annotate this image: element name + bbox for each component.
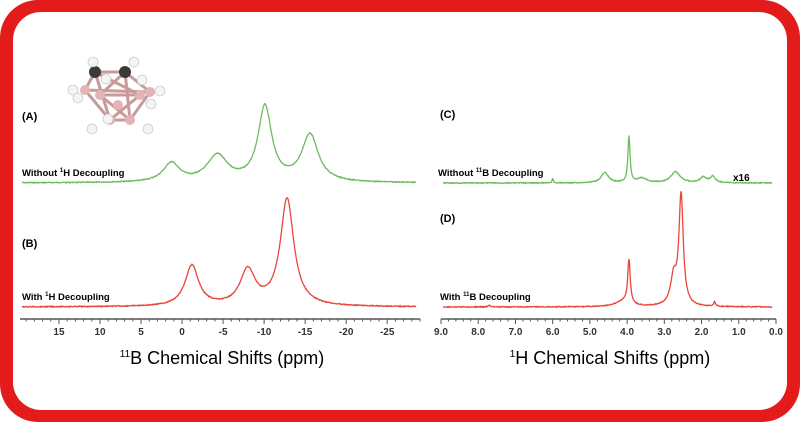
- x-tick-label: -20: [339, 327, 354, 338]
- hydrogen-atom: [87, 56, 99, 68]
- x-tick-label: 2.0: [695, 327, 709, 338]
- panel-label-c: (C): [440, 109, 456, 121]
- hydrogen-atom: [102, 113, 114, 125]
- frame-inner: [13, 12, 787, 410]
- x-tick-label: 3.0: [657, 327, 671, 338]
- x-tick-label: 0.0: [769, 327, 783, 338]
- boron-atom: [95, 90, 105, 100]
- boron-atom: [113, 100, 123, 110]
- spectrum-c: [442, 135, 773, 185]
- hydrogen-atom: [154, 85, 166, 97]
- hydrogen-atom: [100, 73, 112, 85]
- boron-atom: [135, 90, 145, 100]
- spectrum-b: [21, 197, 417, 309]
- x-tick-label: -25: [380, 327, 395, 338]
- hydrogen-atom: [72, 92, 84, 104]
- scale-factor-label: x16: [733, 173, 750, 184]
- bond: [123, 71, 132, 121]
- hydrogen-atom: [145, 98, 157, 110]
- hydrogen-atom: [67, 84, 79, 96]
- x-tick-label: 8.0: [471, 327, 485, 338]
- bond: [128, 91, 152, 121]
- hydrogen-atom: [86, 123, 98, 135]
- spectrum-a: [22, 102, 417, 185]
- panel-left: 15 10 5 0 -5 -10 -15 -20 -25: [20, 102, 421, 338]
- carbon-atom: [119, 66, 131, 78]
- x-tick-label: 10: [94, 327, 106, 338]
- boron-atom: [125, 115, 135, 125]
- x-axis-title-left: 11B Chemical Shifts (ppm): [120, 348, 324, 368]
- hydrogen-atom: [136, 74, 148, 86]
- panel-right: 9.0 8.0 7.0 6.0 5.0 4.0 3.0 2.0 1.0 0.0: [434, 135, 783, 338]
- x-tick-label: 0: [179, 327, 185, 338]
- series-label-d: With 11B Decoupling: [440, 292, 531, 303]
- panel-label-b: (B): [22, 238, 38, 250]
- carbon-atom: [89, 66, 101, 78]
- bond: [109, 93, 141, 122]
- x-tick-label: 9.0: [434, 327, 448, 338]
- boron-atom: [80, 85, 90, 95]
- hydrogen-atom: [128, 56, 140, 68]
- x-tick-label: 1.0: [732, 327, 746, 338]
- x-tick-label: -10: [257, 327, 272, 338]
- series-label-b: With 1H Decoupling: [22, 292, 110, 303]
- spectrum-d: [442, 191, 773, 309]
- panel-label-a: (A): [22, 111, 38, 123]
- panel-label-d: (D): [440, 213, 456, 225]
- molecule-illustration: [67, 56, 166, 135]
- hydrogen-atom: [142, 123, 154, 135]
- x-tick-label: 15: [53, 327, 65, 338]
- x-tick-label: 5: [138, 327, 144, 338]
- x-tick-label: -15: [298, 327, 313, 338]
- x-axis-title-right: 1H Chemical Shifts (ppm): [510, 348, 711, 368]
- x-tick-label: 6.0: [546, 327, 560, 338]
- series-label-c: Without 11B Decoupling: [438, 168, 544, 179]
- series-label-a: Without 1H Decoupling: [22, 168, 125, 179]
- boron-atom: [145, 87, 155, 97]
- x-tick-label: -5: [219, 327, 228, 338]
- x-tick-label: 7.0: [508, 327, 522, 338]
- x-tick-label: 4.0: [620, 327, 634, 338]
- x-tick-label: 5.0: [583, 327, 597, 338]
